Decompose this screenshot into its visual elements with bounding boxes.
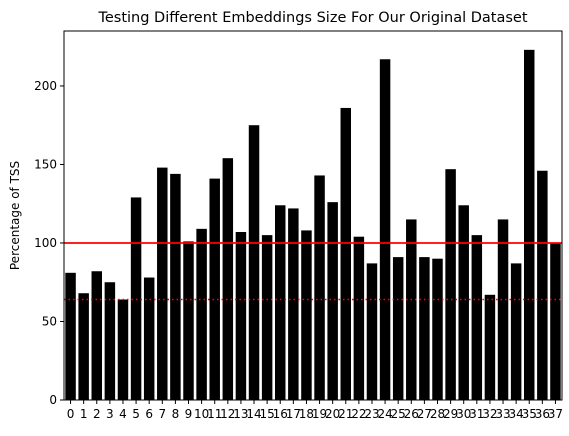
x-tick-label: 24	[377, 407, 392, 421]
bar-23	[366, 263, 378, 400]
bar-2	[91, 271, 103, 400]
reference-lines-group	[64, 242, 562, 301]
x-tick-label: 19	[312, 407, 327, 421]
x-tick-label: 28	[430, 407, 445, 421]
x-tick-label: 5	[132, 407, 140, 421]
bar-10	[196, 228, 207, 400]
y-tick-label: 100	[34, 236, 57, 250]
x-tick-label: 37	[548, 407, 563, 421]
x-tick-label: 1	[80, 407, 88, 421]
x-tick-label: 21	[338, 407, 353, 421]
x-tick-label: 29	[443, 407, 458, 421]
bar-22	[353, 236, 365, 400]
bar-8	[170, 173, 181, 400]
bar-5	[130, 197, 142, 400]
bar-9	[183, 241, 194, 400]
bar-33	[497, 219, 509, 400]
x-tick-label: 14	[246, 407, 261, 421]
bar-36	[537, 170, 548, 400]
x-tick-label: 33	[495, 407, 510, 421]
y-tick-label: 150	[34, 157, 57, 171]
bar-37	[550, 242, 561, 400]
x-tick-label: 3	[106, 407, 114, 421]
x-tick-label: 9	[185, 407, 193, 421]
bar-27	[419, 257, 430, 400]
bar-6	[143, 277, 155, 400]
bar-20	[327, 202, 338, 400]
x-tick-label: 8	[172, 407, 180, 421]
bar-1	[78, 293, 89, 400]
x-tick-label: 11	[207, 407, 222, 421]
y-tick-label: 50	[42, 314, 57, 328]
x-tick-label: 25	[391, 407, 406, 421]
x-axis: 0 1 2 3 4 5 6 7 8 9 101112131415161718192021222324…	[67, 400, 563, 421]
x-tick-label: 26	[404, 407, 419, 421]
bar-4	[117, 299, 129, 400]
bar-30	[458, 205, 469, 400]
x-tick-label: 27	[417, 407, 432, 421]
bar-15	[261, 235, 273, 400]
x-tick-label: 17	[286, 407, 301, 421]
x-tick-label: 10	[194, 407, 209, 421]
bar-18	[301, 230, 312, 400]
bar-35	[523, 49, 535, 400]
bar-11	[209, 178, 220, 400]
y-axis-label: Percentage of TSS	[8, 161, 22, 270]
bar-13	[235, 231, 247, 400]
x-tick-label: 2	[93, 407, 101, 421]
bar-34	[510, 263, 522, 400]
x-tick-label: 35	[522, 407, 537, 421]
bar-29	[445, 169, 456, 400]
bar-0	[65, 272, 76, 400]
bar-31	[471, 235, 483, 400]
x-tick-label: 20	[325, 407, 340, 421]
x-tick-label: 12	[220, 407, 235, 421]
bar-28	[432, 258, 443, 400]
x-tick-label: 13	[233, 407, 248, 421]
x-tick-label: 32	[482, 407, 497, 421]
bars-group	[65, 49, 561, 401]
chart-title: Testing Different Embeddings Size For Ou…	[97, 10, 527, 26]
bar-14	[248, 125, 260, 400]
x-tick-label: 7	[158, 407, 166, 421]
x-tick-label: 0	[67, 407, 75, 421]
bar-12	[222, 158, 234, 400]
y-tick-label: 0	[49, 393, 57, 407]
bar-7	[157, 167, 168, 400]
bar-25	[392, 257, 404, 400]
plot-frame	[63, 30, 563, 401]
bar-26	[406, 219, 417, 400]
bar-3	[104, 282, 116, 400]
bar-24	[379, 59, 391, 401]
x-tick-label: 34	[508, 407, 523, 421]
x-tick-label: 4	[119, 407, 127, 421]
bar-19	[314, 175, 325, 400]
x-tick-label: 23	[364, 407, 379, 421]
bar-17	[288, 208, 299, 400]
x-tick-label: 6	[145, 407, 153, 421]
x-tick-label: 30	[456, 407, 471, 421]
bar-16	[274, 205, 286, 400]
x-tick-label: 18	[299, 407, 314, 421]
y-tick-label: 200	[34, 79, 57, 93]
x-tick-label: 31	[469, 407, 484, 421]
bar-21	[340, 107, 352, 400]
x-tick-label: 22	[351, 407, 366, 421]
y-axis: 0 50 100 150 200	[34, 79, 64, 407]
bar-32	[484, 294, 496, 400]
x-tick-label: 36	[535, 407, 550, 421]
x-tick-label: 16	[273, 407, 288, 421]
x-tick-label: 15	[259, 407, 274, 421]
